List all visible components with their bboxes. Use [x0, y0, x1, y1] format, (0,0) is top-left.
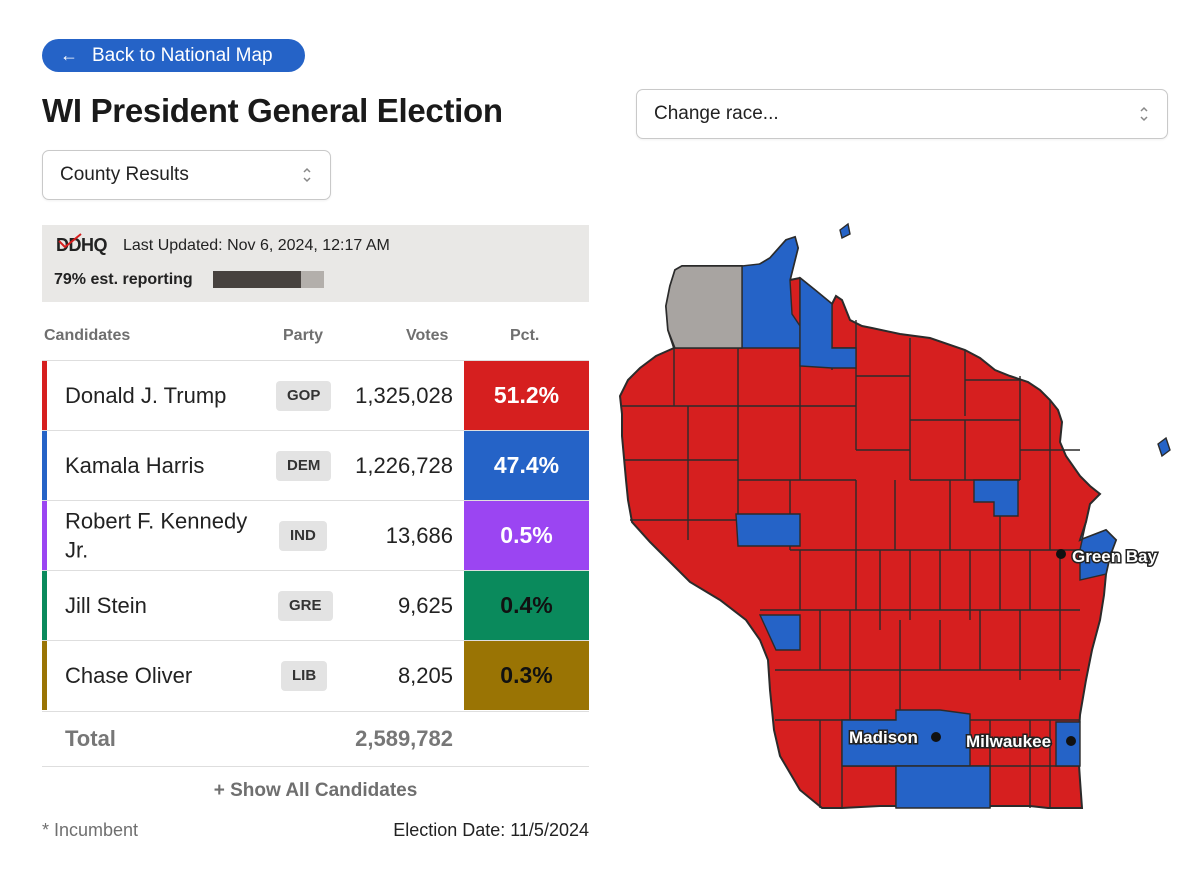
chevron-up-down-icon	[303, 167, 311, 183]
ddhq-logo-text: DDHQ	[56, 235, 108, 255]
county-ashland	[799, 276, 857, 369]
candidate-name: Jill Stein	[65, 592, 147, 618]
party-badge: LIB	[281, 660, 328, 691]
total-label: Total	[65, 726, 116, 751]
ddhq-logo: DDHQ	[56, 233, 108, 256]
candidate-pct: 0.3%	[464, 641, 589, 710]
party-color-bar	[42, 361, 47, 430]
candidate-row-harris: Kamala Harris DEM 1,226,728 47.4%	[42, 430, 589, 500]
header-candidates: Candidates	[44, 327, 131, 344]
change-race-select[interactable]: Change race...	[636, 89, 1168, 139]
county-la-crosse	[758, 614, 801, 651]
election-date: Election Date: 11/5/2024	[393, 820, 589, 840]
header-party: Party	[283, 327, 324, 344]
party-color-bar	[42, 431, 47, 500]
results-view-value: County Results	[60, 164, 189, 185]
city-label-green-bay: Green Bay	[1072, 547, 1158, 566]
candidate-votes: 1,226,728	[355, 452, 453, 478]
reporting-text: 79% est. reporting	[54, 271, 193, 288]
candidate-votes: 8,205	[397, 662, 453, 688]
county-door	[1078, 521, 1117, 581]
party-color-bar	[42, 501, 47, 570]
incumbent-note: * Incumbent	[42, 820, 139, 840]
header-pct: Pct.	[510, 327, 540, 344]
county-island	[839, 222, 851, 240]
candidate-pct: 0.4%	[464, 571, 589, 640]
party-badge: GRE	[278, 590, 333, 621]
party-color-bar	[42, 571, 47, 640]
county-douglas	[665, 265, 743, 349]
checkmark-icon	[58, 233, 82, 249]
county-bayfield	[741, 236, 801, 349]
candidate-pct: 47.4%	[464, 431, 589, 500]
reporting-progress-bar	[213, 271, 324, 288]
candidate-pct: 0.5%	[464, 501, 589, 570]
candidate-row-kennedy: Robert F. Kennedy Jr. IND 13,686 0.5%	[42, 500, 589, 570]
party-badge: IND	[279, 520, 327, 551]
arrow-left-icon: ←	[60, 45, 78, 65]
county-menominee	[973, 479, 1019, 517]
county-washington-island	[1157, 436, 1171, 458]
candidate-votes: 1,325,028	[355, 382, 453, 408]
page-title: WI President General Election	[42, 92, 503, 129]
header-votes: Votes	[406, 327, 449, 344]
candidate-name: Chase Oliver	[65, 662, 193, 688]
candidate-votes: 13,686	[385, 522, 453, 548]
candidate-pct: 51.2%	[464, 361, 589, 430]
city-milwaukee: Milwaukee	[965, 731, 1076, 753]
candidate-name: Kamala Harris	[65, 452, 205, 478]
change-race-placeholder: Change race...	[654, 103, 779, 124]
back-button-label: Back to National Map	[92, 44, 273, 66]
results-view-select[interactable]: County Results	[42, 150, 331, 200]
wisconsin-county-map[interactable]: Green Bay Madison Milwaukee	[610, 210, 1180, 820]
chevron-up-down-icon	[1140, 106, 1148, 122]
candidate-votes: 9,625	[397, 592, 453, 618]
reporting-progress-fill	[213, 271, 301, 288]
show-all-candidates-link[interactable]: + Show All Candidates	[213, 780, 418, 801]
county-eau-claire	[735, 513, 801, 547]
candidate-row-oliver: Chase Oliver LIB 8,205 0.3%	[42, 640, 589, 710]
total-votes: 2,589,782	[355, 726, 453, 751]
candidate-name: Robert F. Kennedy Jr.	[65, 507, 248, 563]
candidate-row-trump: Donald J. Trump GOP 1,325,028 51.2%	[42, 360, 589, 430]
update-status-panel: DDHQ Last Updated: Nov 6, 2024, 12:17 AM…	[42, 225, 589, 302]
city-madison: Madison	[848, 727, 941, 749]
party-badge: DEM	[276, 450, 332, 481]
city-label-milwaukee: Milwaukee	[966, 732, 1051, 751]
candidate-row-stein: Jill Stein GRE 9,625 0.4%	[42, 570, 589, 640]
candidate-name: Donald J. Trump	[65, 382, 227, 408]
total-row: Total 2,589,782	[42, 711, 589, 767]
city-green-bay: Green Bay	[1056, 546, 1159, 568]
county-dane	[841, 709, 971, 767]
back-to-national-map-button[interactable]: ← Back to National Map	[42, 39, 305, 72]
party-color-bar	[42, 641, 47, 710]
party-badge: GOP	[276, 380, 332, 411]
county-rock-walworth	[895, 765, 991, 809]
last-updated-text: Last Updated: Nov 6, 2024, 12:17 AM	[123, 237, 390, 254]
city-label-madison: Madison	[849, 728, 918, 747]
